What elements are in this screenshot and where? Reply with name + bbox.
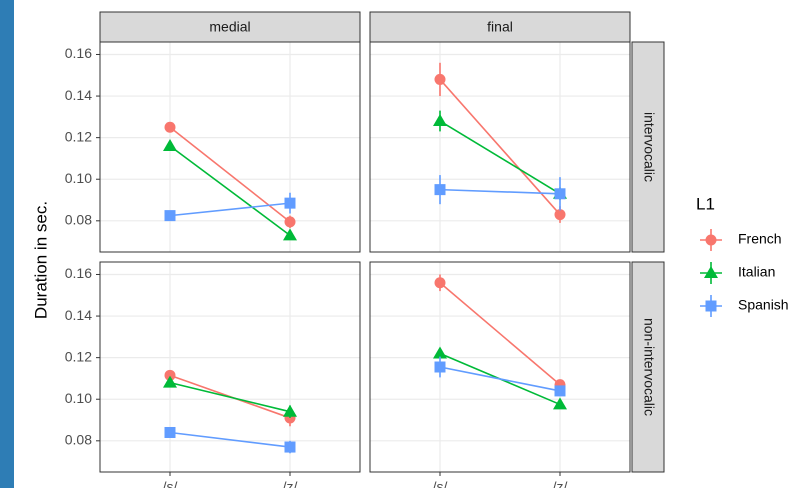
series-line bbox=[439, 78, 561, 216]
point bbox=[164, 210, 176, 222]
panel-background bbox=[370, 262, 630, 472]
point bbox=[554, 385, 566, 397]
x-tick-label: /s/ bbox=[163, 479, 178, 488]
series-line bbox=[439, 282, 561, 386]
y-tick-label: 0.14 bbox=[65, 307, 92, 323]
y-tick-label: 0.16 bbox=[65, 265, 92, 281]
point bbox=[705, 234, 717, 246]
legend-label: French bbox=[738, 231, 782, 247]
point bbox=[434, 361, 446, 373]
legend-title: L1 bbox=[696, 194, 715, 213]
point bbox=[163, 138, 177, 151]
point bbox=[434, 277, 446, 289]
y-tick-label: 0.14 bbox=[65, 87, 92, 103]
point bbox=[163, 375, 177, 388]
x-tick-label: /s/ bbox=[433, 479, 448, 488]
y-tick-label: 0.16 bbox=[65, 45, 92, 61]
y-tick-label: 0.08 bbox=[65, 212, 92, 228]
facet-label: intervocalic bbox=[641, 112, 657, 182]
point bbox=[283, 228, 297, 241]
y-tick-label: 0.08 bbox=[65, 432, 92, 448]
point bbox=[164, 369, 176, 381]
point bbox=[284, 197, 296, 209]
facet-label: medial bbox=[209, 19, 250, 35]
legend-label: Spanish bbox=[738, 297, 789, 313]
point bbox=[434, 73, 446, 85]
point bbox=[554, 209, 566, 221]
y-tick-label: 0.12 bbox=[65, 348, 92, 364]
y-tick-label: 0.12 bbox=[65, 128, 92, 144]
facet-label: non-intervocalic bbox=[641, 318, 657, 416]
point bbox=[283, 404, 297, 417]
point bbox=[704, 266, 718, 278]
point bbox=[433, 114, 447, 127]
point bbox=[284, 216, 296, 228]
point bbox=[553, 397, 567, 410]
panel-border bbox=[99, 261, 361, 473]
y-tick-label: 0.10 bbox=[65, 170, 92, 186]
legend-label: Italian bbox=[738, 264, 775, 280]
series-line bbox=[439, 120, 561, 195]
panel-border bbox=[369, 261, 631, 473]
series-line bbox=[169, 431, 291, 448]
x-tick-label: /z/ bbox=[553, 479, 568, 488]
panel-border bbox=[369, 41, 631, 253]
facet-strip bbox=[369, 11, 631, 43]
point bbox=[164, 426, 176, 438]
panel-background bbox=[100, 262, 360, 472]
facet-strip bbox=[99, 11, 361, 43]
point bbox=[554, 188, 566, 200]
facet-strip bbox=[631, 41, 665, 253]
series-line bbox=[439, 188, 561, 195]
x-tick-label: /z/ bbox=[283, 479, 298, 488]
point bbox=[164, 121, 176, 133]
side-stripe bbox=[0, 0, 14, 488]
y-axis-label: Duration in sec. bbox=[31, 201, 50, 319]
facet-label: final bbox=[487, 19, 513, 35]
series-line bbox=[169, 126, 291, 223]
panel-background bbox=[100, 42, 360, 252]
y-tick-label: 0.10 bbox=[65, 390, 92, 406]
point bbox=[434, 184, 446, 196]
panel-border bbox=[99, 41, 361, 253]
series-line bbox=[169, 202, 291, 217]
series-line bbox=[439, 366, 561, 392]
series-line bbox=[169, 145, 291, 237]
point bbox=[705, 300, 717, 312]
series-line bbox=[169, 381, 291, 413]
facet-strip bbox=[631, 261, 665, 473]
point bbox=[433, 346, 447, 359]
point bbox=[284, 441, 296, 453]
